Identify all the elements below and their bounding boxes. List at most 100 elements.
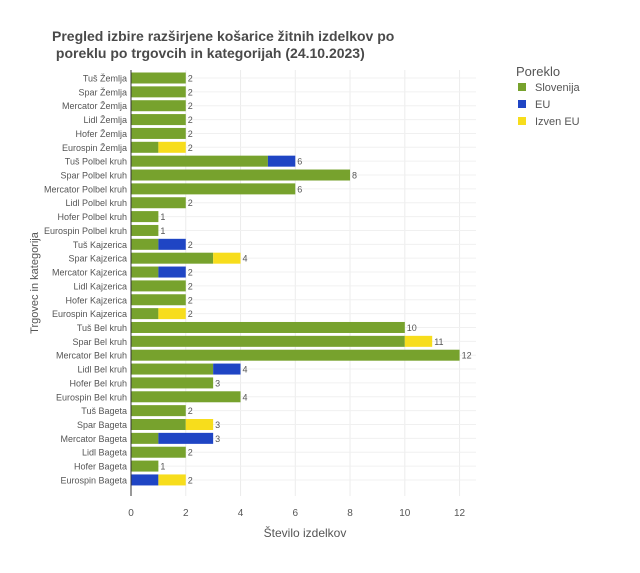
bar-segment-slovenija: [131, 197, 186, 209]
y-tick-label: Hofer Polbel kruh: [57, 212, 127, 222]
y-tick-label: Hofer Žemlja: [75, 129, 127, 139]
y-axis-title: Trgovec in kategorija: [29, 231, 41, 334]
bar-total-label: 8: [352, 171, 357, 181]
bar-total-label: 2: [188, 281, 193, 291]
y-tick-label: Lidl Bel kruh: [77, 365, 127, 375]
y-tick-label: Hofer Bel kruh: [69, 378, 127, 388]
legend-swatch-eu: [518, 100, 526, 108]
bar-segment-slovenija: [131, 405, 186, 417]
y-tick-label: Tuš Bel kruh: [77, 323, 127, 333]
x-tick-label: 6: [293, 508, 299, 519]
bar-segment-eu: [213, 363, 241, 375]
bar-total-label: 3: [215, 378, 220, 388]
legend-swatch-izven-eu: [518, 117, 526, 125]
y-tick-label: Spar Polbel kruh: [60, 171, 127, 181]
x-tick-labels: 0 2 4 6 8 10 12: [128, 508, 465, 519]
bar-total-label: 2: [188, 87, 193, 97]
bar-segment-izven-eu: [158, 474, 186, 486]
y-tick-label: Lidl Polbel kruh: [65, 198, 127, 208]
bar-segment-slovenija: [131, 419, 186, 430]
y-tick-label: Tuš Žemlja: [83, 74, 127, 84]
bar-segment-eu: [158, 238, 186, 250]
y-tick-label: Mercator Polbel kruh: [44, 184, 127, 194]
bar-total-label: 3: [215, 420, 220, 430]
y-tick-label: Eurospin Bel kruh: [56, 392, 127, 402]
y-tick-label: Spar Bageta: [77, 420, 127, 430]
bar-total-label: 10: [407, 323, 417, 333]
legend-label: Slovenija: [535, 82, 581, 94]
bar-total-label: 4: [243, 365, 248, 375]
bar-total-label: 2: [188, 475, 193, 485]
bar-segment-slovenija: [131, 460, 159, 472]
bar-segment-izven-eu: [185, 419, 214, 430]
x-tick-label: 2: [183, 508, 189, 519]
x-tick-label: 0: [128, 508, 134, 519]
bar-segment-slovenija: [131, 183, 296, 195]
y-tick-labels: Tuš Žemlja Spar Žemlja Mercator Žemlja Lidl…: [44, 74, 127, 486]
bar-segment-izven-eu: [404, 335, 433, 347]
bar-total-label: 6: [297, 157, 302, 167]
y-tick-label: Lidl Kajzerica: [73, 281, 127, 291]
bar-total-label: 4: [243, 392, 248, 402]
legend-swatch-slovenija: [518, 83, 526, 91]
bar-segment-slovenija: [131, 141, 159, 153]
bar-total-label: 6: [297, 184, 302, 194]
bar-segment-slovenija: [131, 72, 186, 84]
y-tick-label: Spar Kajzerica: [68, 254, 127, 264]
bar-segment-slovenija: [131, 127, 186, 139]
bar-total-label: 2: [188, 240, 193, 250]
y-tick-label: Tuš Polbel kruh: [65, 157, 127, 167]
bar-segment-eu: [158, 266, 186, 278]
y-tick-label: Tuš Bageta: [81, 406, 127, 416]
bar-total-label: 2: [188, 143, 193, 153]
y-tick-label: Eurospin Kajzerica: [52, 309, 127, 319]
bar-total-label: 2: [188, 309, 193, 319]
x-axis-title: Število izdelkov: [264, 525, 347, 540]
y-tick-label: Mercator Bel kruh: [56, 351, 127, 361]
bar-total-label: 1: [160, 212, 165, 222]
x-tick-label: 8: [347, 508, 353, 519]
y-tick-label: Eurospin Žemlja: [62, 143, 127, 153]
bar-segment-slovenija: [131, 321, 405, 333]
bar-segment-slovenija: [131, 308, 159, 320]
bar-total-label: 2: [188, 295, 193, 305]
bar-total-label: 2: [188, 115, 193, 125]
legend-title: Poreklo: [516, 64, 560, 79]
bar-segment-slovenija: [131, 114, 186, 126]
bar-segment-slovenija: [131, 349, 460, 361]
bar-total-label: 2: [188, 268, 193, 278]
y-tick-label: Spar Žemlja: [78, 87, 127, 97]
y-tick-label: Lidl Bageta: [82, 448, 127, 458]
bar-segment-eu: [158, 432, 214, 444]
bar-segment-slovenija: [131, 100, 186, 112]
bar-total-label: 11: [434, 337, 443, 347]
bar-total-label: 12: [462, 351, 472, 361]
y-tick-label: Lidl Žemlja: [83, 115, 127, 125]
bar-segment-slovenija: [131, 238, 159, 250]
bar-total-label: 2: [188, 198, 193, 208]
x-tick-label: 10: [399, 508, 411, 519]
bar-total-label: 3: [215, 434, 220, 444]
y-tick-label: Tuš Kajzerica: [73, 240, 127, 250]
bar-segment-slovenija: [131, 280, 186, 292]
legend-label: Izven EU: [535, 116, 580, 128]
bar-total-label: 1: [160, 226, 165, 236]
bar-segment-izven-eu: [213, 252, 241, 264]
bar-segment-slovenija: [131, 86, 186, 98]
y-tick-label: Hofer Bageta: [74, 462, 127, 472]
bar-total-label: 2: [188, 448, 193, 458]
x-tick-label: 12: [454, 508, 466, 519]
bar-total-label: 1: [160, 462, 165, 472]
bar-segment-izven-eu: [158, 141, 186, 153]
bar-segment-slovenija: [131, 432, 159, 444]
y-tick-label: Hofer Kajzerica: [65, 295, 127, 305]
bar-total-label: 2: [188, 74, 193, 84]
bar-total-label: 2: [188, 129, 193, 139]
bar-segment-slovenija: [131, 155, 268, 167]
y-tick-label: Spar Bel kruh: [72, 337, 127, 347]
bar-segment-izven-eu: [158, 308, 186, 320]
bar-segment-slovenija: [131, 252, 214, 264]
